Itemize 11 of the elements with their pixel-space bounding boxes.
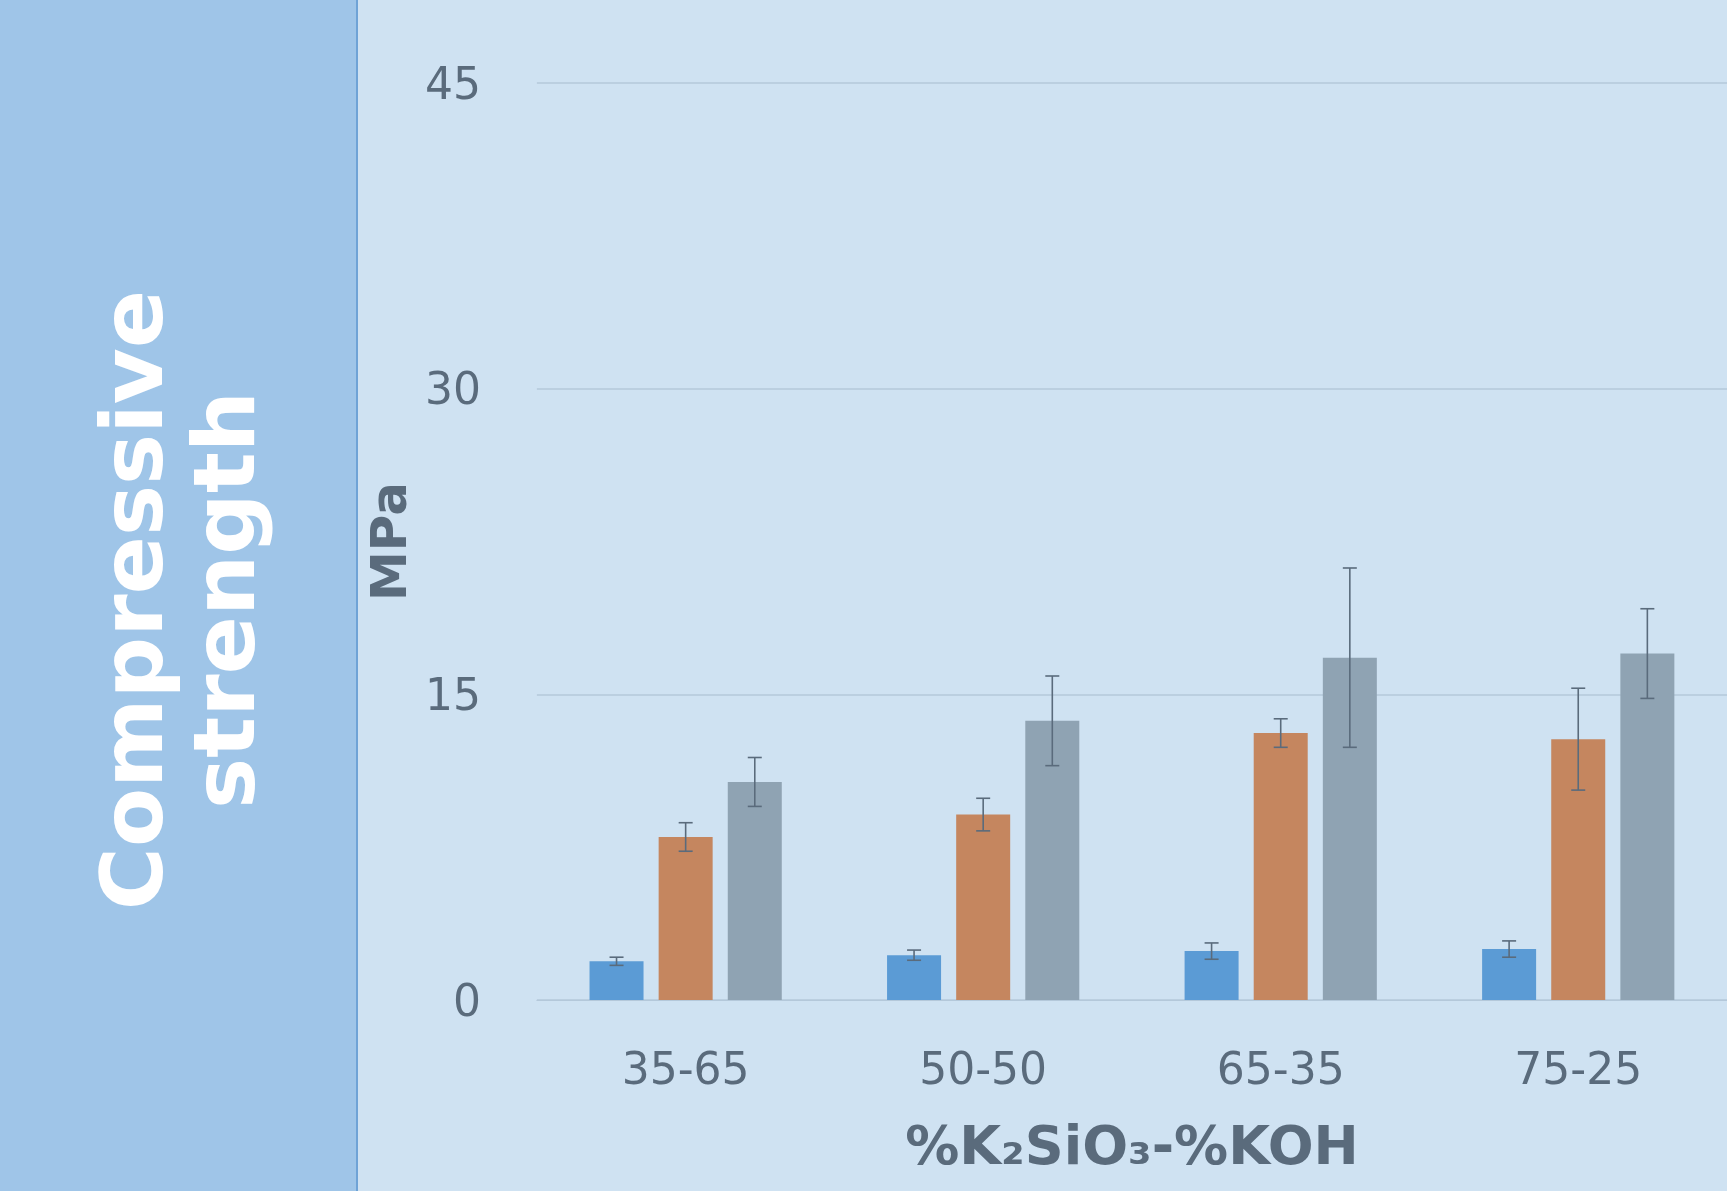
x-tick-label: 35-65 [621, 1042, 750, 1094]
y-tick-label: 0 [452, 974, 481, 1026]
y-tick-label: 30 [424, 363, 481, 415]
text: Compressive strength [82, 288, 274, 913]
x-tick-label: 65-35 [1216, 1042, 1345, 1094]
y-axis-title: MPa [360, 482, 418, 601]
y-tick-label: 15 [424, 668, 481, 720]
x-axis-title: %K₂SiO₃-%KOH [905, 1113, 1359, 1177]
x-tick-label: 75-25 [1514, 1042, 1643, 1094]
y-tick-label: 45 [424, 57, 481, 109]
x-tick-label: 50-50 [919, 1042, 1048, 1094]
